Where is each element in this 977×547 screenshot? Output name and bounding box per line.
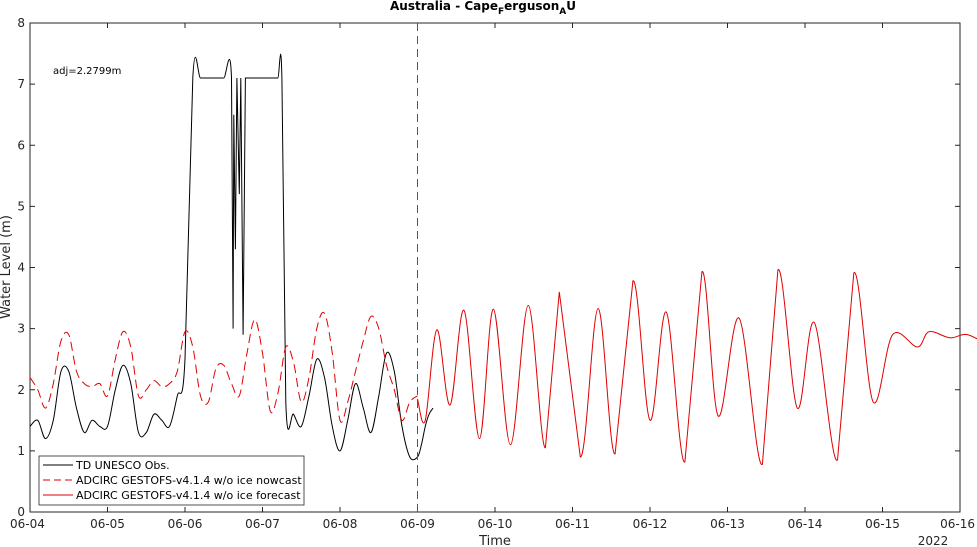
- chart-title: Australia - CapeFergusonAU: [390, 0, 576, 17]
- x-tick-label: 06-04: [10, 517, 45, 531]
- series-line-obs: [29, 53, 434, 461]
- legend-label-nowcast: ADCIRC GESTOFS-v4.1.4 w/o ice nowcast: [76, 474, 302, 487]
- plot-area: [29, 22, 961, 513]
- y-tick-label: 5: [17, 199, 25, 213]
- y-tick-label: 7: [17, 77, 25, 91]
- x-tick-label: 06-09: [400, 517, 435, 531]
- legend: TD UNESCO Obs. ADCIRC GESTOFS-v4.1.4 w/o…: [38, 455, 305, 506]
- adjustment-annotation: adj=2.2799m: [53, 66, 121, 77]
- y-axis-ticks: 0 1 2 3 4 5 6 7 8: [17, 16, 960, 519]
- y-tick-label: 1: [17, 444, 25, 458]
- y-tick-label: 0: [17, 505, 25, 519]
- series-line-forecast: [417, 269, 977, 465]
- y-tick-label: 2: [17, 383, 25, 397]
- x-tick-label: 06-12: [633, 517, 668, 531]
- y-tick-label: 6: [17, 138, 25, 152]
- y-tick-label: 8: [17, 16, 25, 30]
- x-axis-ticks: 06-04 06-05 06-06 06-07 06-08 06-09 06-10 06-11…: [10, 23, 975, 531]
- x-tick-label: 06-08: [323, 517, 358, 531]
- x-tick-label: 06-06: [168, 517, 203, 531]
- y-tick-label: 3: [17, 322, 25, 336]
- legend-label-forecast: ADCIRC GESTOFS-v4.1.4 w/o ice forecast: [76, 489, 301, 502]
- year-label: 2022: [918, 534, 949, 547]
- x-tick-label: 06-16: [940, 517, 975, 531]
- series-line-nowcast: [29, 311, 418, 423]
- y-axis-label: Water Level (m): [0, 215, 14, 319]
- x-tick-label: 06-07: [245, 517, 280, 531]
- series-layer: [29, 53, 977, 465]
- x-axis-label: Time: [478, 534, 511, 547]
- legend-label-obs: TD UNESCO Obs.: [75, 459, 170, 472]
- x-tick-label: 06-14: [788, 517, 823, 531]
- x-tick-label: 06-05: [90, 517, 125, 531]
- x-tick-label: 06-11: [555, 517, 590, 531]
- x-tick-label: 06-13: [710, 517, 745, 531]
- x-tick-label: 06-15: [865, 517, 900, 531]
- y-tick-label: 4: [17, 261, 25, 275]
- x-tick-label: 06-10: [478, 517, 513, 531]
- legend-box: [38, 455, 305, 506]
